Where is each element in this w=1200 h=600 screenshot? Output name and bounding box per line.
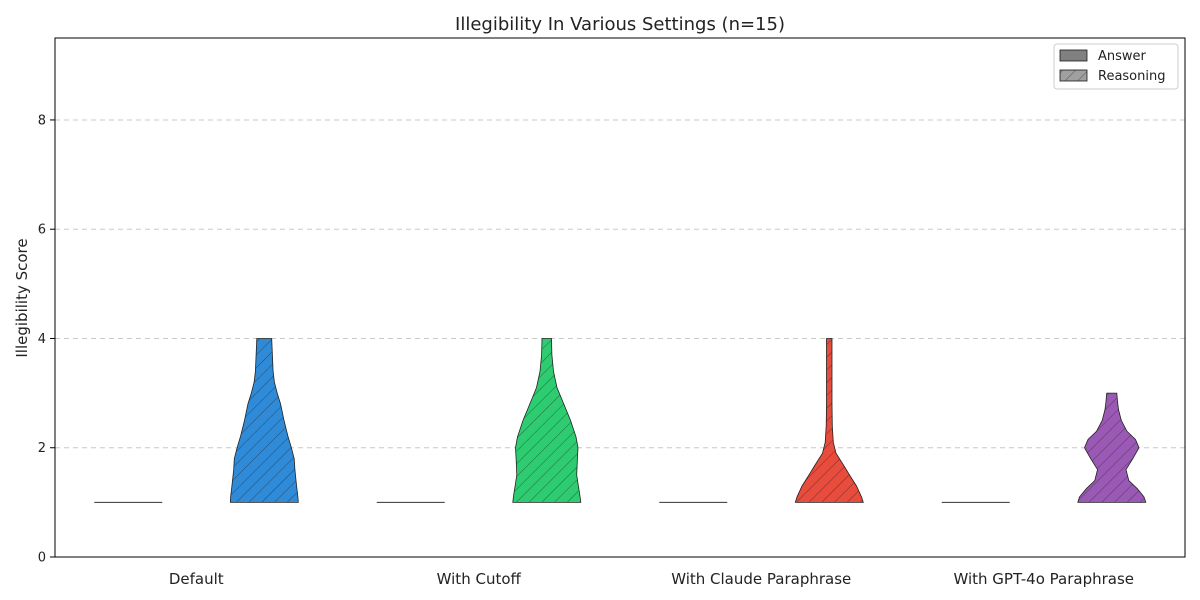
x-tick-label: With GPT-4o Paraphrase bbox=[953, 570, 1134, 588]
reasoning-violin-hatch bbox=[512, 338, 581, 503]
y-tick-label: 2 bbox=[38, 441, 46, 456]
legend-label-reasoning: Reasoning bbox=[1098, 69, 1165, 84]
y-ticks: 0 2 4 6 8 bbox=[38, 113, 55, 566]
y-tick-label: 4 bbox=[38, 332, 46, 347]
grid-lines bbox=[55, 119, 1185, 449]
x-tick-label: With Claude Paraphrase bbox=[671, 570, 851, 588]
reasoning-violin-hatch bbox=[795, 338, 864, 503]
plot-frame bbox=[54, 37, 1186, 558]
y-tick-label: 8 bbox=[38, 113, 46, 128]
x-tick-label: Default bbox=[169, 570, 224, 588]
legend-label-answer: Answer bbox=[1098, 49, 1147, 64]
x-tick-label: With Cutoff bbox=[437, 570, 522, 588]
reasoning-violin-hatch bbox=[1077, 393, 1146, 503]
reasoning-violin-hatch bbox=[230, 338, 299, 503]
y-tick-label: 0 bbox=[38, 551, 46, 566]
chart-title: Illegibility In Various Settings (n=15) bbox=[455, 14, 785, 35]
violins bbox=[94, 338, 1147, 503]
x-tick-labels: Default With Cutoff With Claude Paraphrase… bbox=[169, 570, 1134, 588]
y-axis-label: Illegibility Score bbox=[13, 238, 31, 357]
legend-swatch-reasoning-hatch bbox=[1060, 70, 1087, 81]
legend: Answer Reasoning bbox=[1053, 43, 1179, 90]
legend-swatch-answer bbox=[1059, 49, 1088, 62]
y-tick-label: 6 bbox=[38, 223, 46, 238]
